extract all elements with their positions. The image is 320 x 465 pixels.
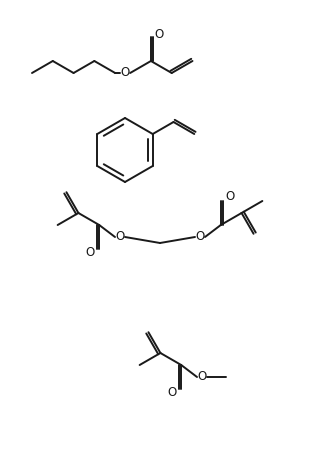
Text: O: O xyxy=(116,231,124,244)
Text: O: O xyxy=(121,66,130,80)
Text: O: O xyxy=(85,246,95,259)
Text: O: O xyxy=(225,191,235,204)
Text: O: O xyxy=(168,386,177,399)
Text: O: O xyxy=(154,28,164,41)
Text: O: O xyxy=(196,231,204,244)
Text: O: O xyxy=(197,371,207,384)
